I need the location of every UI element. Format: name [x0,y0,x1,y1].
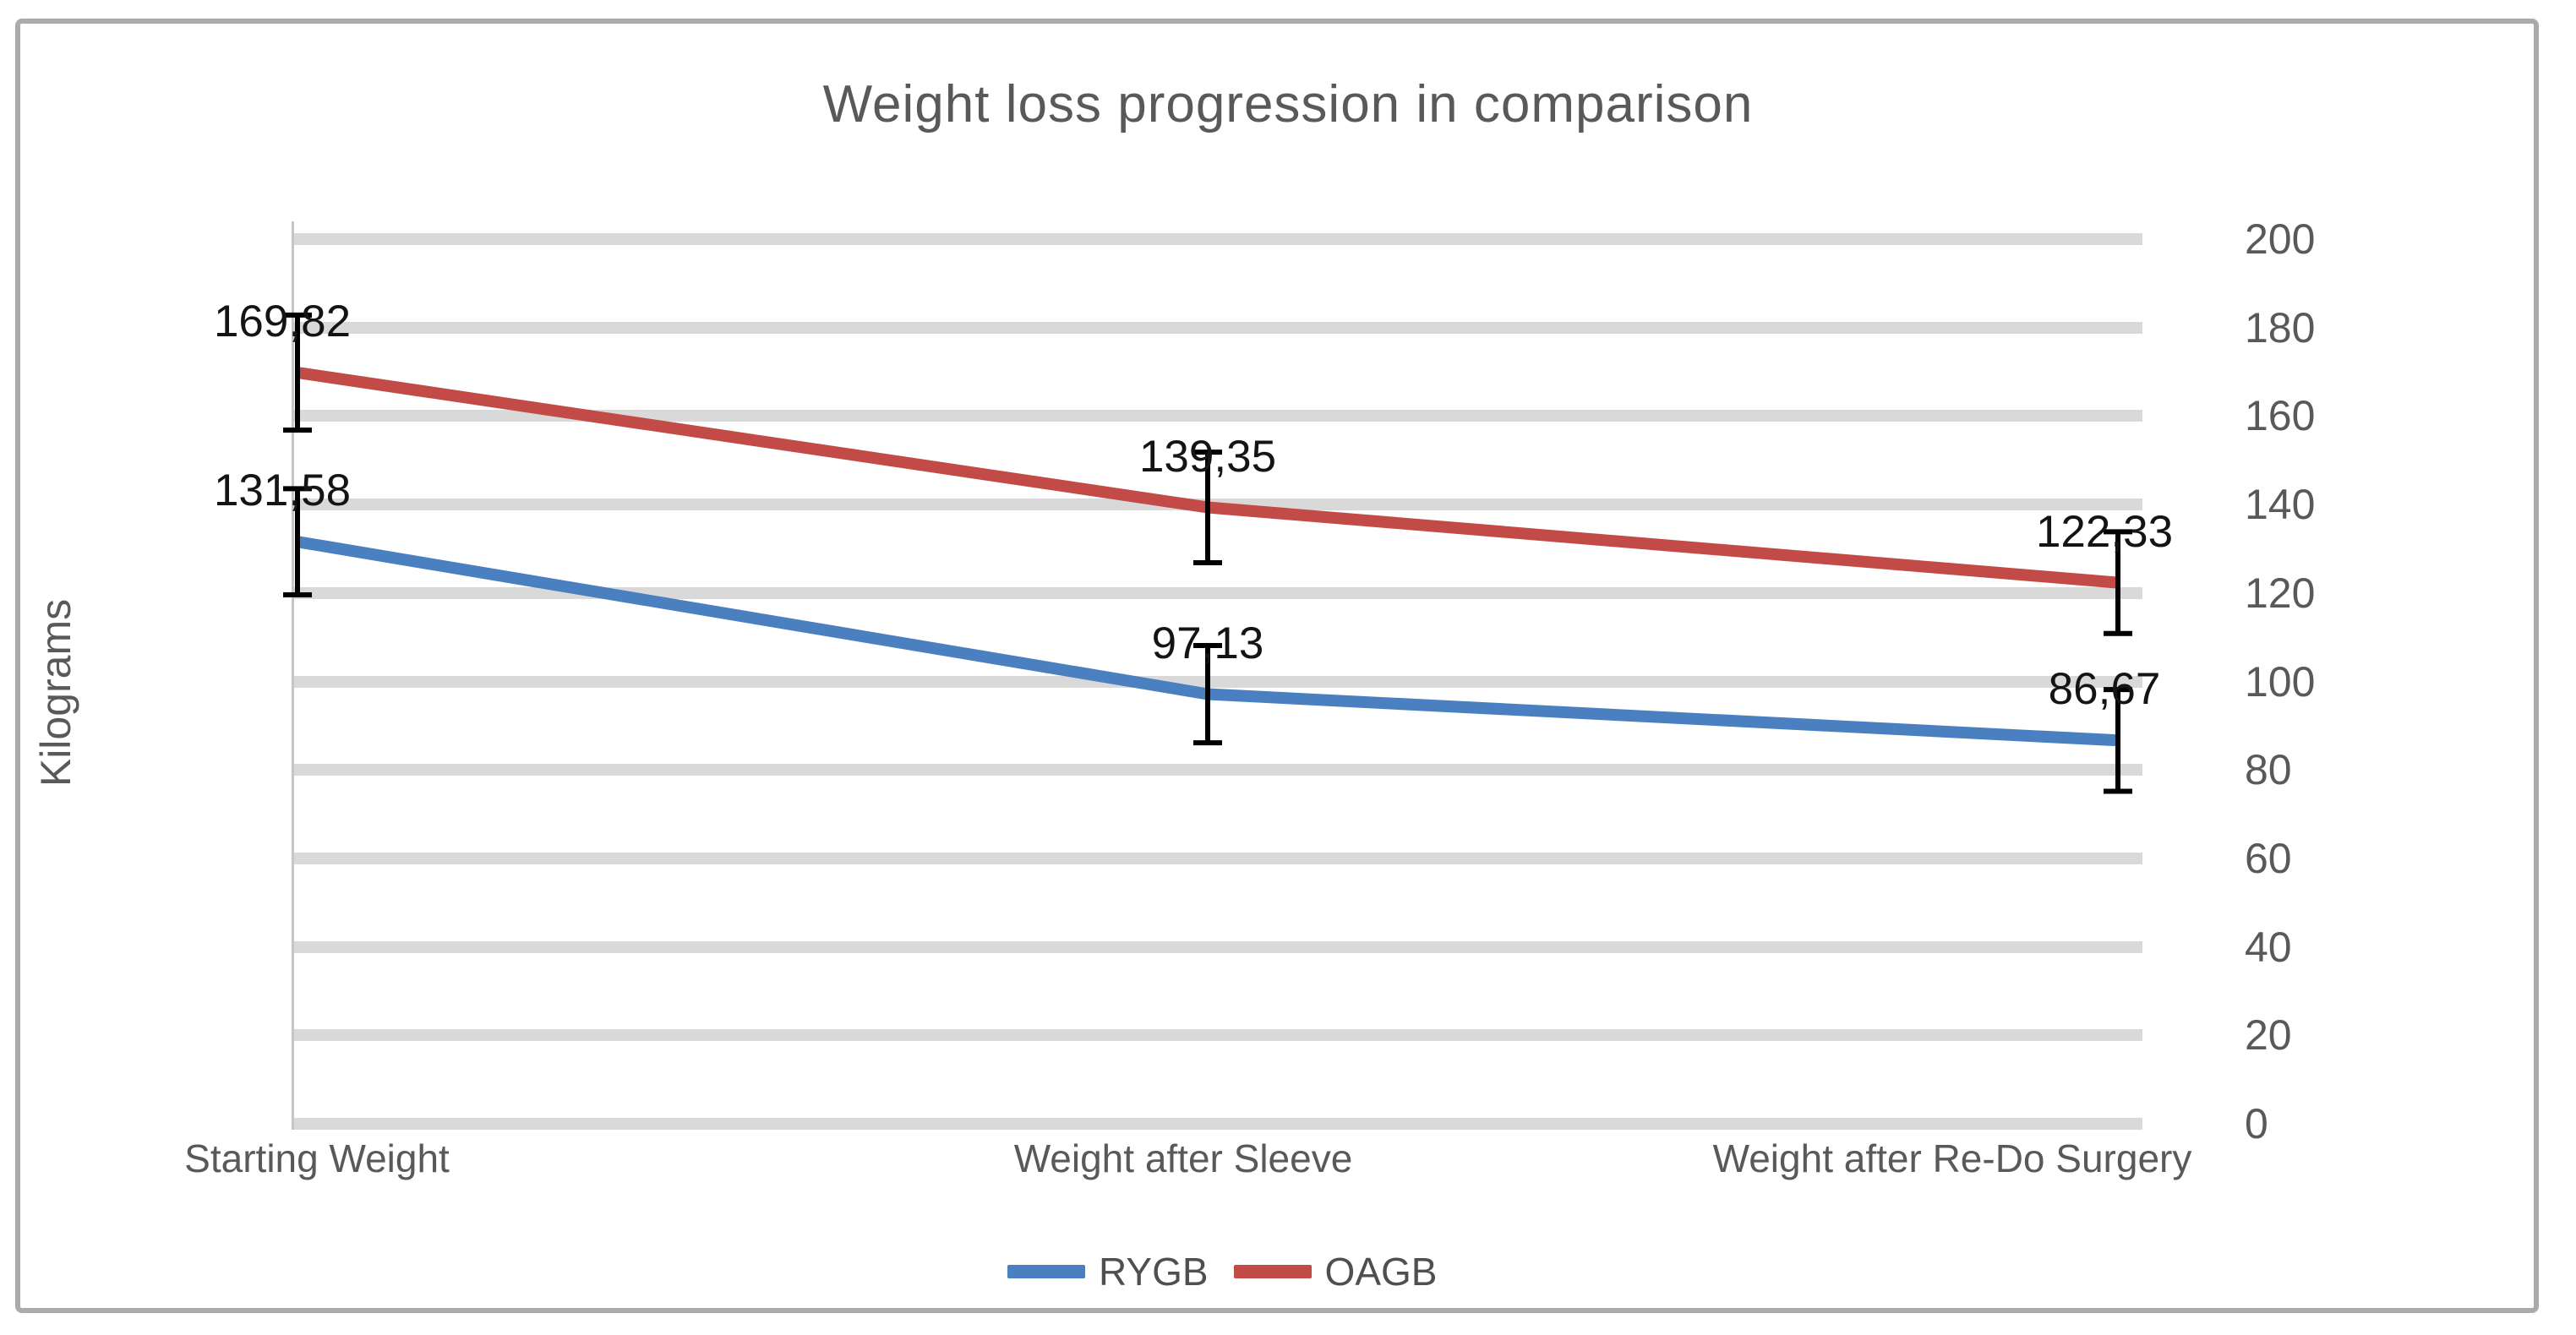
x-category-label-2: Weight after Re-Do Surgery [1712,1136,2192,1180]
legend-item-rygb: RYGB [1007,1249,1209,1294]
y-tick-label-120: 120 [2245,569,2316,617]
gridline-40 [294,940,2142,953]
gridline-20 [294,1029,2142,1042]
y-tick-label-0: 0 [2245,1100,2268,1147]
data-label-rygb-2: 86,67 [2048,664,2161,715]
gridline-100 [294,675,2142,688]
data-label-oagb-0: 169,82 [213,296,352,346]
gridline-200 [294,233,2142,245]
y-tick-label-40: 40 [2245,923,2292,971]
y-tick-label-100: 100 [2245,657,2316,706]
data-label-oagb-2: 122,33 [2035,506,2174,557]
legend: RYGB OAGB [1007,1249,1437,1294]
x-category-label-1: Weight after Sleeve [1013,1136,1353,1180]
legend-label-rygb: RYGB [1099,1250,1209,1294]
gridline-80 [294,764,2142,776]
legend-label-oagb: OAGB [1324,1250,1438,1294]
y-tick-label-160: 160 [2245,392,2316,440]
y-axis-line [292,221,294,1130]
legend-marker-rygb [1007,1265,1085,1278]
data-label-rygb-1: 97,13 [1151,618,1264,668]
y-tick-label-20: 20 [2245,1011,2292,1060]
data-label-rygb-0: 131,58 [213,466,352,516]
y-tick-label-140: 140 [2245,481,2316,529]
legend-item-oagb: OAGB [1233,1249,1438,1294]
gridline-0 [294,1118,2142,1130]
data-label-oagb-1: 139,35 [1138,431,1277,482]
gridline-120 [294,586,2142,599]
y-tick-label-180: 180 [2245,303,2316,351]
y-tick-label-200: 200 [2245,215,2316,263]
y-axis-title: Kilograms [32,598,79,787]
gridline-180 [294,321,2142,334]
y-tick-label-60: 60 [2245,834,2292,882]
gridline-160 [294,410,2142,422]
chart-title: Weight loss progression in comparison [822,75,1754,134]
y-tick-label-80: 80 [2245,746,2292,794]
legend-marker-oagb [1233,1265,1312,1278]
gridline-60 [294,852,2142,864]
x-category-label-0: Starting Weight [184,1136,450,1180]
